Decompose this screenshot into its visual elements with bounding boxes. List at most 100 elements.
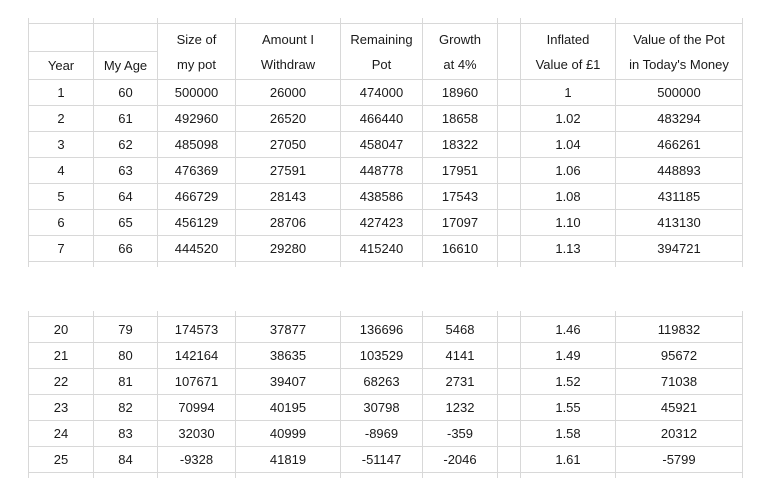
cell: 18658 [423,106,498,132]
cell [498,317,521,343]
cell: 485098 [158,132,236,158]
cell: -9328 [158,447,236,473]
cell: 4 [29,158,94,184]
cell: 466261 [616,132,743,158]
cell: 492960 [158,106,236,132]
cell: 17097 [423,210,498,236]
spacer-column-header [498,24,521,80]
cell: 500000 [616,80,743,106]
cell: 431185 [616,184,743,210]
cell: 119832 [616,317,743,343]
gridline-stub [423,311,498,316]
table-bottom-section: 20 79 174573 37877 136696 5468 1.46 119832 21 80 1… [28,316,743,473]
cell: 17543 [423,184,498,210]
cell: 37877 [236,317,341,343]
cell: 25 [29,447,94,473]
cell: 30798 [341,395,423,421]
cell: 1.06 [521,158,616,184]
gridline-stub [423,262,498,267]
cell: 1.02 [521,106,616,132]
cell: 18960 [423,80,498,106]
cell: 448778 [341,158,423,184]
cell: 427423 [341,210,423,236]
cell: 17951 [423,158,498,184]
column-header [94,24,158,52]
gridline-stub [29,311,94,316]
gridline-stub [158,18,236,23]
cell: 64 [94,184,158,210]
cell: 466729 [158,184,236,210]
cell: 32030 [158,421,236,447]
cell: -359 [423,421,498,447]
cell: 45921 [616,395,743,421]
cell: 29280 [236,236,341,262]
cell: 71038 [616,369,743,395]
cell: 63 [94,158,158,184]
cell: 136696 [341,317,423,343]
header-line: Inflated [546,31,590,47]
gridline-stub [498,473,521,478]
cell: 1.49 [521,343,616,369]
cell: 60 [94,80,158,106]
gridline-stub [236,473,341,478]
cell: 474000 [341,80,423,106]
cell: 40999 [236,421,341,447]
cell: 84 [94,447,158,473]
cell: 438586 [341,184,423,210]
cell: 39407 [236,369,341,395]
cell: 20312 [616,421,743,447]
column-header: Remaining Pot [341,24,423,80]
header-line: Value of £1 [535,56,601,72]
cell [498,236,521,262]
column-header: Growth at 4% [423,24,498,80]
cell: 80 [94,343,158,369]
cell: 16610 [423,236,498,262]
cell: 1.04 [521,132,616,158]
cell: 18322 [423,132,498,158]
cell: 83 [94,421,158,447]
cell: 415240 [341,236,423,262]
gridline-stub [94,18,158,23]
column-header: Inflated Value of £1 [521,24,616,80]
cell: 107671 [158,369,236,395]
cell: 1 [521,80,616,106]
cell: 27050 [236,132,341,158]
gridline-stub [521,473,616,478]
header-line: Value of the Pot [633,31,725,47]
gridline-stub [94,262,158,267]
cell: 456129 [158,210,236,236]
cell: 23 [29,395,94,421]
column-header: Size of my pot [158,24,236,80]
cell: 41819 [236,447,341,473]
pension-drawdown-spreadsheet: Size of my pot Amount I Withdraw Remaini… [28,18,744,478]
cell: 2731 [423,369,498,395]
hidden-rows-stub [28,473,743,478]
header-line: my pot [176,56,216,72]
cell: 1.08 [521,184,616,210]
cell: -5799 [616,447,743,473]
header-line: Size of [176,31,217,47]
cell: 444520 [158,236,236,262]
gridline-stub [236,18,341,23]
hidden-rows-stub [28,18,743,23]
gridline-stub [94,311,158,316]
cell [498,447,521,473]
gridline-stub [29,262,94,267]
gridline-stub [94,473,158,478]
cell: 28706 [236,210,341,236]
cell: 448893 [616,158,743,184]
cell: -2046 [423,447,498,473]
cell: 7 [29,236,94,262]
cell: 79 [94,317,158,343]
cell: 458047 [341,132,423,158]
cell [498,343,521,369]
cell: 81 [94,369,158,395]
cell: 38635 [236,343,341,369]
column-header [29,24,94,52]
cell: 483294 [616,106,743,132]
gridline-stub [29,18,94,23]
cell: 65 [94,210,158,236]
gridline-stub [498,18,521,23]
cell: 66 [94,236,158,262]
gridline-stub [521,262,616,267]
